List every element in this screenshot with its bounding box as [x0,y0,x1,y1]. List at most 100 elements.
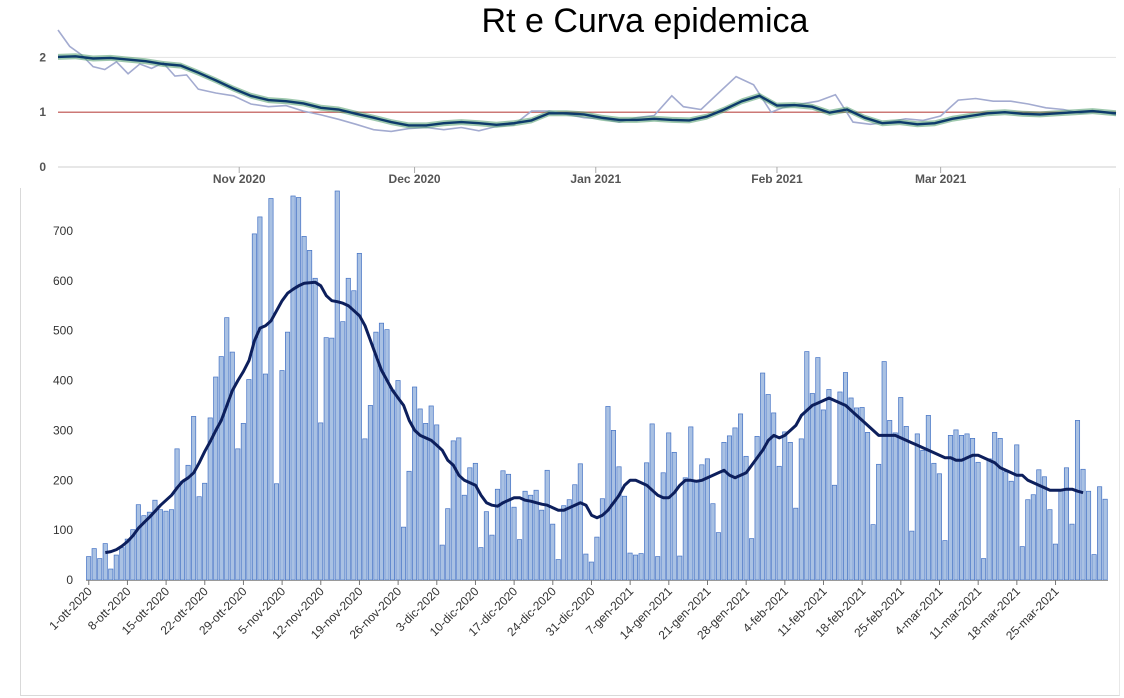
bar [329,337,335,581]
rt-x-axis: Nov 2020 Dec 2020 Jan 2021 Feb 2021 Mar 2021 [213,167,967,186]
bar [461,494,467,581]
bar [517,539,523,581]
bar-y-tick-label: 500 [53,324,73,338]
bar [831,484,837,581]
bar [859,407,865,581]
bar [920,449,926,581]
bar [638,553,644,581]
bar [185,464,191,581]
page-title: Rt e Curva epidemica [481,2,809,40]
bar [367,405,373,581]
rt-x-tick-label: Nov 2020 [213,172,266,186]
bar [925,415,931,581]
bar [384,329,390,581]
bar [251,233,257,581]
bar [163,510,169,581]
bar [483,511,489,581]
bar [887,420,893,581]
bar [1069,523,1075,581]
bar [1003,471,1009,581]
bar [318,422,324,581]
bar [218,356,224,581]
bar [439,544,445,581]
bar [191,416,197,581]
bar [992,432,998,581]
bar [285,331,291,581]
bar [599,498,605,581]
bar [146,511,152,581]
bar [649,423,655,581]
bar [213,376,219,581]
moving-average-line [105,280,1084,555]
bar [605,406,611,581]
bar [312,277,318,581]
bar [235,448,241,581]
bar [395,380,401,581]
bar [1063,467,1069,581]
bar [633,554,639,581]
bar [180,480,186,581]
bar [693,479,699,581]
bar [528,494,534,581]
bar [914,433,920,581]
bar [837,391,843,581]
bar [174,448,180,581]
bar [550,523,556,581]
bar [1074,420,1081,581]
bar [942,540,948,581]
bar [389,389,396,581]
bar [749,538,755,581]
bar [671,451,677,581]
rt-line [57,55,1117,127]
bar [594,536,600,581]
rt-y-tick-label: 1 [39,105,46,119]
bar [765,394,771,581]
bar [583,553,589,581]
bar [876,463,882,581]
bar [970,438,976,581]
bar [588,561,594,581]
rt-x-tick-label: Jan 2021 [570,172,621,186]
bar [660,472,666,581]
bar [340,321,346,581]
bar [1058,489,1064,581]
bar [356,252,362,581]
bar [732,427,738,581]
bar [406,470,412,581]
bar [1019,546,1025,581]
bar [931,462,937,581]
bar [119,547,125,581]
bar [903,426,909,581]
bar [738,413,744,581]
bar [710,503,716,581]
bar [820,409,826,581]
bar [627,552,633,581]
bar [323,337,329,581]
bar [677,555,683,581]
bar [539,509,545,581]
bar [721,442,727,581]
bar [86,556,92,581]
bar [644,462,650,581]
bar [489,534,495,581]
bar [881,361,887,581]
bar [334,190,340,581]
bar-y-tick-label: 600 [53,274,73,288]
bar [268,198,274,581]
bar [124,538,130,581]
bar [726,435,732,581]
bar [279,370,285,581]
bar [290,195,296,581]
bar [909,530,915,581]
bar [169,509,175,581]
bar [655,556,661,581]
bar-y-tick-label: 300 [53,423,73,437]
bar [224,317,230,581]
bar-y-axis: 0 100 200 300 400 500 600 700 [53,224,73,587]
bar [450,440,456,581]
rt-y-tick-label: 0 [39,160,46,174]
bar [196,496,202,581]
rt-y-axis: 0 1 2 [39,50,46,174]
bar [351,290,357,581]
bar [715,532,721,581]
